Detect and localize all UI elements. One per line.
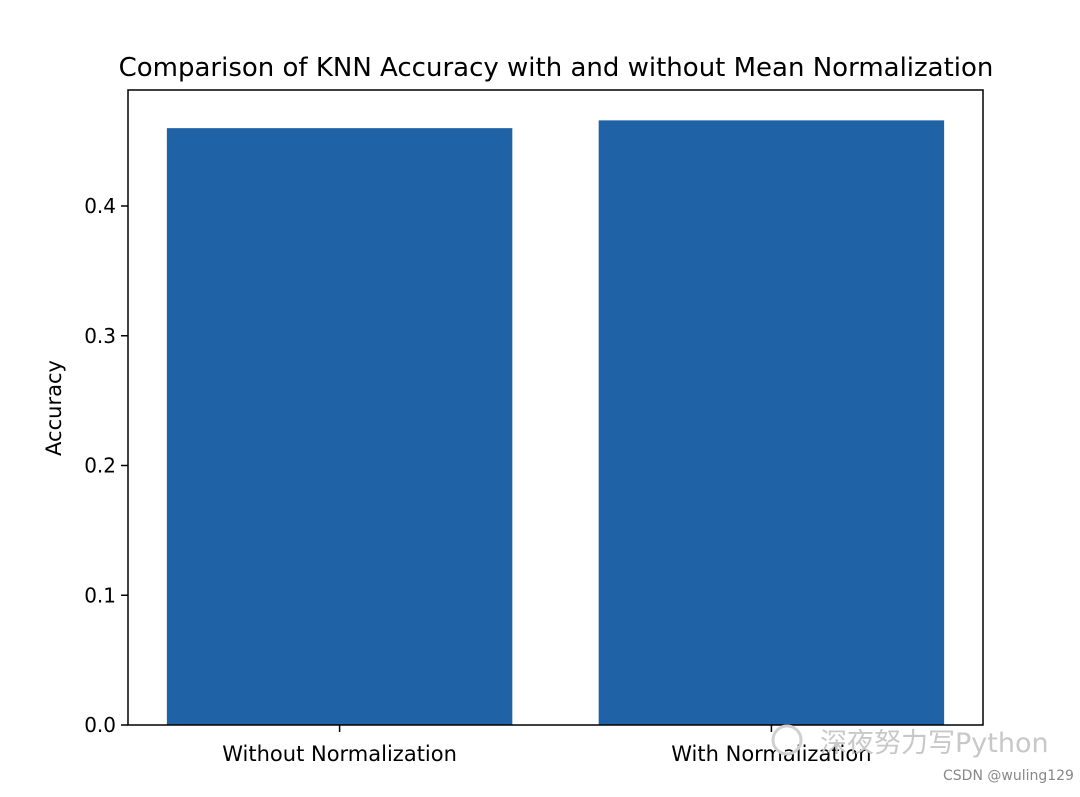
x-tick-label: With Normalization bbox=[671, 742, 871, 766]
watermark: 深夜努力写Python CSDN @wuling129 bbox=[771, 724, 1074, 784]
y-axis-label: Accuracy bbox=[42, 360, 66, 456]
plot-frame bbox=[127, 89, 984, 726]
watermark-credit: CSDN @wuling129 bbox=[943, 768, 1074, 784]
y-tick-label: 0.1 bbox=[84, 583, 116, 607]
y-tick-label: 0.4 bbox=[84, 194, 116, 218]
y-tick-label: 0.2 bbox=[84, 454, 116, 478]
y-tick-label: 0.0 bbox=[84, 713, 116, 737]
y-tick-label: 0.3 bbox=[84, 324, 116, 348]
watermark-text: 深夜努力写Python bbox=[820, 728, 1049, 759]
wechat-icon bbox=[771, 724, 803, 756]
chart-title: Comparison of KNN Accuracy with and with… bbox=[119, 53, 994, 83]
bar-1 bbox=[598, 120, 945, 726]
bar-0 bbox=[166, 128, 513, 725]
x-tick-label: Without Normalization bbox=[222, 742, 457, 766]
